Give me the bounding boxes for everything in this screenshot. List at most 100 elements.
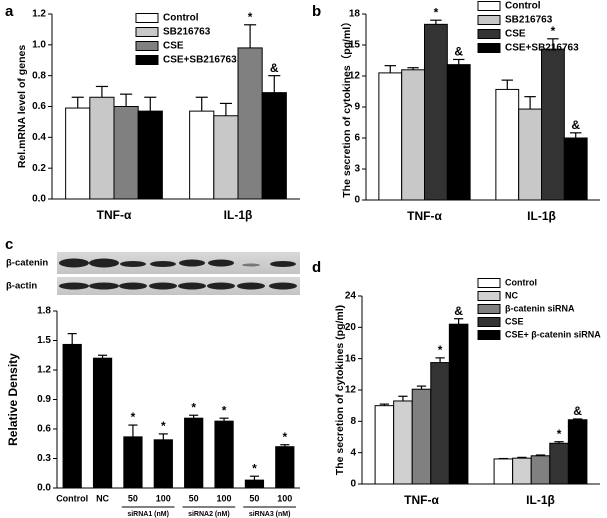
y-tick-label: 20	[345, 322, 357, 333]
y-tick-label: 0.0	[32, 194, 46, 205]
bar	[567, 419, 588, 485]
y-tick-label: 0.4	[32, 132, 46, 143]
y-tick-label: 12	[349, 71, 361, 82]
y-tick-label: 0.0	[37, 483, 51, 494]
significance-marker: *	[282, 430, 287, 444]
bar	[89, 96, 115, 200]
bar	[512, 457, 532, 485]
significance-marker: *	[557, 427, 562, 441]
y-tick-label: 12	[345, 385, 357, 396]
bar	[65, 107, 91, 200]
bar	[448, 323, 469, 485]
blot-row-label: β-actin	[6, 281, 37, 292]
significance-marker: &	[573, 404, 582, 418]
x-tick-label: 50	[249, 493, 259, 503]
legend-label: Control	[505, 1, 541, 12]
panel-label: d	[312, 259, 321, 276]
bar	[275, 446, 295, 489]
legend-swatch	[477, 278, 501, 288]
legend-label: CSE	[163, 41, 184, 52]
panel-label: a	[5, 3, 14, 20]
y-tick-label: 0.6	[32, 101, 46, 112]
blot-bands	[59, 258, 297, 290]
x-tick-label: NC	[96, 493, 109, 503]
bar	[261, 92, 287, 200]
group-label: siRNA2 (nM)	[188, 511, 230, 518]
bar	[393, 400, 413, 485]
legend-label: Control	[505, 277, 537, 287]
y-tick-label: 1.8	[37, 306, 51, 317]
legend-label: SB216763	[163, 27, 211, 38]
y-axis-title: The secretion of cytokines（pg/ml）	[340, 16, 353, 197]
bar	[530, 455, 551, 485]
y-tick-label: 0.3	[37, 453, 51, 464]
legend-swatch	[477, 330, 501, 340]
western-blot	[57, 252, 300, 295]
significance-marker: &	[571, 118, 580, 132]
bar	[213, 115, 239, 200]
x-tick-label: 100	[156, 493, 171, 503]
bar	[123, 436, 143, 489]
significance-marker: *	[248, 10, 253, 24]
bar	[495, 88, 520, 201]
x-tick-label: IL-1β	[224, 208, 253, 222]
significance-marker: *	[252, 461, 257, 475]
significance-marker: *	[161, 419, 166, 433]
x-tick-label: 100	[277, 493, 292, 503]
bar	[563, 137, 588, 201]
x-tick-label: 100	[217, 493, 232, 503]
significance-marker: &	[454, 45, 463, 59]
group-label: siRNA3 (nM)	[249, 511, 291, 518]
legend-swatch	[135, 55, 159, 65]
y-tick-label: 0.6	[37, 424, 51, 435]
significance-marker: *	[438, 343, 443, 357]
bar	[446, 64, 471, 201]
bar	[401, 69, 425, 201]
y-tick-label: 6	[354, 133, 360, 144]
legend-label: CSE	[505, 316, 524, 326]
y-tick-label: 1.5	[37, 335, 51, 346]
bar	[137, 110, 163, 200]
x-tick-label: 50	[128, 493, 138, 503]
legend-label: CSE	[505, 29, 526, 40]
y-tick-label: 0	[354, 195, 360, 206]
y-tick-label: 0.9	[37, 394, 51, 405]
significance-marker: *	[434, 5, 439, 19]
significance-marker: *	[551, 24, 556, 38]
legend-swatch	[477, 304, 501, 314]
bar	[518, 108, 542, 201]
legend-label: NC	[505, 290, 518, 300]
bar	[214, 420, 234, 489]
y-tick-label: 1.2	[32, 9, 46, 20]
y-tick-label: 16	[345, 353, 357, 364]
y-tick-label: 8	[350, 416, 356, 427]
panel-label: b	[312, 3, 321, 20]
y-tick-label: 1.2	[37, 365, 51, 376]
y-axis-title: The secretion of cytokines (pg/ml)	[334, 305, 346, 475]
bar	[549, 442, 569, 485]
legend-label: CSE+SB216763	[163, 55, 237, 66]
blot-strip	[57, 252, 300, 274]
bar	[184, 417, 204, 489]
bar	[378, 72, 403, 201]
legend-label: β-catenin siRNA	[505, 303, 575, 313]
legend-label: Control	[163, 13, 199, 24]
significance-marker: *	[191, 400, 196, 414]
x-tick-label: 50	[189, 493, 199, 503]
bar	[374, 405, 395, 485]
legend-label: CSE+SB216763	[505, 43, 579, 54]
bar	[62, 343, 82, 489]
bar	[541, 48, 565, 201]
y-tick-label: 3	[354, 164, 360, 175]
legend-swatch	[477, 291, 501, 301]
bar	[153, 439, 173, 489]
x-tick-label: TNF-α	[404, 493, 439, 507]
y-tick-label: 15	[349, 40, 361, 51]
bar	[411, 388, 432, 485]
legend-swatch	[477, 317, 501, 327]
significance-marker: *	[131, 410, 136, 424]
legend-swatch	[135, 41, 159, 51]
y-axis-title: Relative Density	[6, 353, 20, 446]
y-tick-label: 24	[345, 291, 357, 302]
y-tick-label: 0.2	[32, 163, 46, 174]
